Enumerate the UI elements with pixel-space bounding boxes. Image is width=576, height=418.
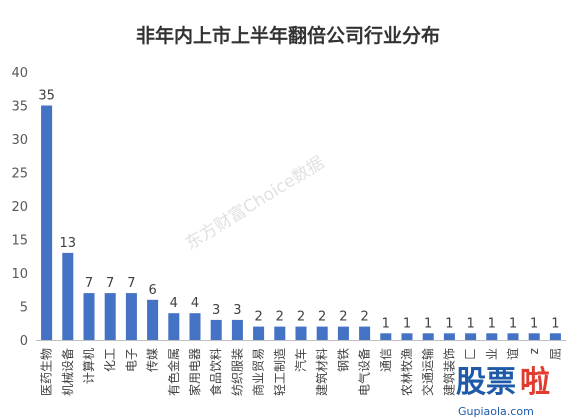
data-label: 2: [339, 310, 347, 325]
bar: [528, 333, 540, 340]
data-label: 2: [297, 310, 305, 325]
y-axis: 0 5 10 15 20 25 30 35 40: [11, 66, 28, 349]
data-label: 7: [127, 276, 135, 291]
x-axis-labels: 医药生物 机械设备 计算机 化工 电子 传媒 有色金属 家用电器 食品饮料 纺织服装 商业贸易 轻工制…: [40, 348, 563, 396]
bar: [507, 333, 519, 340]
x-tick-label: 农林牧渔: [400, 348, 414, 396]
data-label: 2: [254, 310, 262, 325]
y-tick-label: 40: [11, 66, 28, 81]
data-label: 2: [360, 310, 368, 325]
data-label: 35: [38, 89, 55, 104]
y-tick-label: 15: [11, 234, 28, 249]
bar: [274, 326, 286, 340]
x-tick-label: 医药生物: [40, 348, 54, 396]
data-label: 6: [148, 283, 156, 298]
x-tick-label: 业: [485, 348, 499, 360]
bar: [359, 326, 371, 340]
x-tick-label: 电气设备: [357, 348, 372, 396]
data-label: 4: [191, 296, 199, 311]
bar: [189, 313, 201, 340]
data-label: 1: [403, 316, 411, 331]
x-tick-label: 化工: [103, 348, 117, 372]
bar: [295, 326, 307, 340]
bar: [125, 293, 137, 340]
x-tick-label: 建筑材料: [314, 348, 329, 396]
x-tick-label: 机械设备: [60, 348, 75, 396]
data-label: 1: [445, 316, 453, 331]
bar: [337, 326, 349, 340]
y-tick-label: 35: [11, 100, 28, 115]
data-label: 7: [106, 276, 114, 291]
data-label: 1: [466, 316, 474, 331]
logo-text-a: 股票: [456, 365, 516, 400]
bar: [168, 313, 180, 340]
watermark-text: 东方财富Choice数据: [182, 153, 328, 255]
x-tick-label: 食品饮料: [208, 348, 223, 396]
x-tick-label: z: [527, 348, 541, 354]
data-label: 1: [530, 316, 538, 331]
y-tick-label: 10: [11, 267, 28, 282]
data-label: 13: [60, 236, 77, 251]
data-label: 1: [488, 316, 496, 331]
x-tick-label: 匚: [464, 348, 478, 360]
data-label: 1: [551, 316, 559, 331]
data-label: 1: [424, 316, 432, 331]
bar: [316, 326, 328, 340]
data-label: 7: [85, 276, 93, 291]
bar: [253, 326, 265, 340]
bar: [231, 319, 243, 340]
logo-text-b: 啦: [520, 365, 550, 400]
data-label: 1: [509, 316, 517, 331]
x-tick-label: 屈: [548, 348, 562, 360]
x-tick-label: 谊: [505, 348, 520, 360]
x-tick-label: 建筑装饰: [441, 348, 456, 396]
bar: [465, 333, 477, 340]
x-tick-label: 轻工制造: [273, 348, 287, 396]
data-label: 4: [170, 296, 178, 311]
x-tick-label: 交通运输: [420, 348, 435, 396]
bar: [486, 333, 498, 340]
bar: [422, 333, 434, 340]
site-logo: 股票 啦 Gupiaola.com: [456, 365, 550, 418]
bar: [210, 319, 222, 340]
data-label: 1: [382, 316, 390, 331]
x-tick-label: 通信: [379, 348, 393, 372]
logo-url: Gupiaola.com: [458, 405, 534, 418]
data-label: 3: [233, 303, 241, 318]
bar: [83, 293, 95, 340]
data-label: 2: [318, 310, 326, 325]
bar: [380, 333, 392, 340]
x-tick-label: 汽车: [293, 348, 308, 372]
y-tick-label: 0: [20, 334, 28, 349]
x-tick-label: 钢铁: [336, 348, 350, 372]
x-tick-label: 家用电器: [187, 348, 202, 396]
data-label: 2: [276, 310, 284, 325]
x-tick-label: 有色金属: [166, 348, 181, 396]
x-tick-label: 计算机: [81, 348, 96, 384]
y-tick-label: 30: [11, 133, 28, 148]
bar: [104, 293, 116, 340]
bar: [147, 299, 159, 340]
x-tick-label: 纺织服装: [230, 348, 244, 396]
y-tick-label: 25: [11, 167, 28, 182]
bar: [549, 333, 561, 340]
chart-title: 非年内上市上半年翻倍公司行业分布: [136, 24, 440, 47]
y-tick-label: 5: [20, 301, 28, 316]
bar: [443, 333, 455, 340]
bar: [401, 333, 413, 340]
y-tick-label: 20: [11, 200, 28, 215]
x-tick-label: 商业贸易: [251, 348, 266, 396]
x-tick-label: 电子: [124, 348, 138, 372]
bar: [62, 252, 74, 340]
x-tick-label: 传媒: [145, 348, 160, 372]
data-label: 3: [212, 303, 220, 318]
bar: [41, 105, 53, 340]
